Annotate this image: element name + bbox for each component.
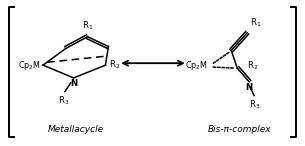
Text: R$_2$: R$_2$ [109, 59, 121, 71]
Text: N: N [246, 83, 253, 92]
Text: Bis-π-complex: Bis-π-complex [207, 125, 271, 134]
Text: R$_1$: R$_1$ [250, 16, 261, 29]
Text: R$_2$: R$_2$ [247, 60, 259, 72]
Text: N: N [70, 79, 77, 88]
Text: R$_1$: R$_1$ [82, 19, 93, 32]
Text: R$_3$: R$_3$ [249, 99, 261, 111]
Text: R$_3$: R$_3$ [58, 95, 70, 107]
Text: Metallacycle: Metallacycle [48, 125, 104, 134]
Text: Cp$_2$M: Cp$_2$M [18, 59, 41, 72]
Text: Cp$_2$M: Cp$_2$M [185, 59, 207, 72]
